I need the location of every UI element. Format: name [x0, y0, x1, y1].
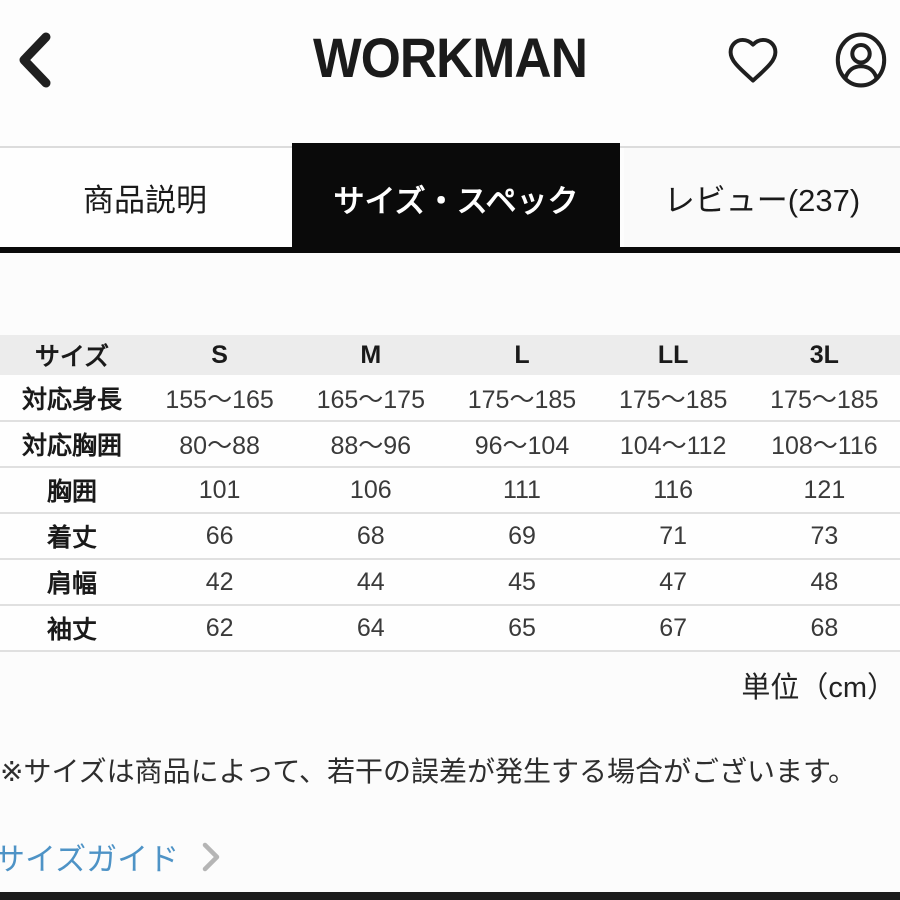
- table-cell: 69: [508, 521, 536, 550]
- row-label: 対応胸囲: [21, 432, 122, 460]
- column-header: LL: [657, 340, 689, 369]
- size-guide-link[interactable]: サイズガイド: [0, 834, 221, 879]
- size-spec-table: サイズ S M L LL 3L 対応身長 155〜165 165〜175 175〜1…: [0, 335, 900, 652]
- table-cell: 175〜185: [467, 385, 577, 414]
- table-cell: 48: [810, 567, 839, 596]
- table-row: 着丈 66 68 69 71 73: [0, 513, 900, 559]
- column-header: S: [211, 340, 228, 369]
- table-cell: 64: [356, 613, 385, 642]
- column-header: L: [514, 340, 530, 369]
- row-label: 肩幅: [46, 570, 97, 598]
- bottom-bar: [0, 892, 900, 900]
- table-cell: 104〜112: [619, 432, 727, 460]
- favorites-button[interactable]: [724, 28, 782, 92]
- table-cell: 66: [205, 521, 234, 550]
- workman-logo: WORKMAN: [312, 26, 588, 89]
- table-cell: 68: [356, 521, 385, 550]
- column-header: M: [360, 340, 382, 369]
- table-cell: 155〜165: [165, 385, 274, 414]
- row-label: 対応身長: [21, 385, 122, 414]
- table-cell: 71: [659, 521, 688, 550]
- size-disclaimer: ※サイズは商品によって、若干の誤差が発生する場合がございます。: [0, 756, 857, 787]
- account-icon: [834, 31, 888, 89]
- table-cell: 96〜104: [474, 432, 570, 460]
- account-button[interactable]: [832, 28, 890, 92]
- table-cell: 47: [659, 567, 688, 596]
- table-cell: 175〜185: [770, 385, 879, 414]
- tab-product-description[interactable]: 商品説明: [0, 148, 290, 247]
- row-label: 袖丈: [46, 616, 97, 644]
- table-cell: 80〜88: [179, 432, 260, 460]
- size-table-body: 対応身長 155〜165 165〜175 175〜185 175〜185 175〜185…: [0, 375, 900, 651]
- table-cell: 175〜185: [618, 385, 728, 414]
- tab-reviews[interactable]: レビュー(237): [624, 148, 900, 247]
- table-cell: 88〜96: [330, 432, 412, 460]
- table-row: 胸囲 101 106 111 116 121: [0, 467, 900, 513]
- back-button[interactable]: [12, 28, 58, 92]
- table-cell: 44: [356, 567, 385, 596]
- table-header-row: サイズ S M L LL 3L: [0, 335, 900, 375]
- table-cell: 108〜116: [771, 432, 878, 460]
- table-cell: 68: [810, 613, 839, 642]
- table-cell: 111: [502, 475, 541, 504]
- tab-bar: 商品説明 サイズ・スペック レビュー(237): [0, 143, 900, 253]
- table-cell: 106: [349, 475, 392, 504]
- table-cell: 165〜175: [316, 385, 425, 414]
- unit-note: 単位（cm）: [741, 672, 896, 704]
- table-row: 対応身長 155〜165 165〜175 175〜185 175〜185 175〜185: [0, 375, 900, 421]
- table-row: 袖丈 62 64 65 67 68: [0, 605, 900, 651]
- table-cell: 45: [508, 567, 536, 596]
- row-label: 胸囲: [46, 478, 97, 506]
- chevron-right-icon: [201, 841, 221, 873]
- table-cell: 42: [205, 567, 234, 596]
- table-cell: 62: [205, 613, 234, 642]
- table-cell: 65: [508, 613, 536, 642]
- app-header: WORKMAN: [0, 0, 900, 143]
- table-row: 対応胸囲 80〜88 88〜96 96〜104 104〜112 108〜116: [0, 421, 900, 467]
- table-cell: 121: [803, 475, 846, 504]
- chevron-left-icon: [16, 31, 54, 89]
- column-header: 3L: [809, 340, 839, 369]
- tab-size-spec[interactable]: サイズ・スペック: [292, 143, 620, 253]
- table-row: 肩幅 42 44 45 47 48: [0, 559, 900, 605]
- size-guide-label: サイズガイド: [0, 842, 180, 877]
- heart-icon: [725, 32, 781, 88]
- table-cell: 67: [659, 613, 688, 642]
- row-label: 着丈: [46, 524, 97, 552]
- table-cell: 101: [198, 475, 241, 504]
- table-cell: 116: [653, 475, 694, 504]
- table-cell: 73: [810, 521, 839, 550]
- spacer: [0, 253, 900, 335]
- column-header: サイズ: [34, 343, 110, 371]
